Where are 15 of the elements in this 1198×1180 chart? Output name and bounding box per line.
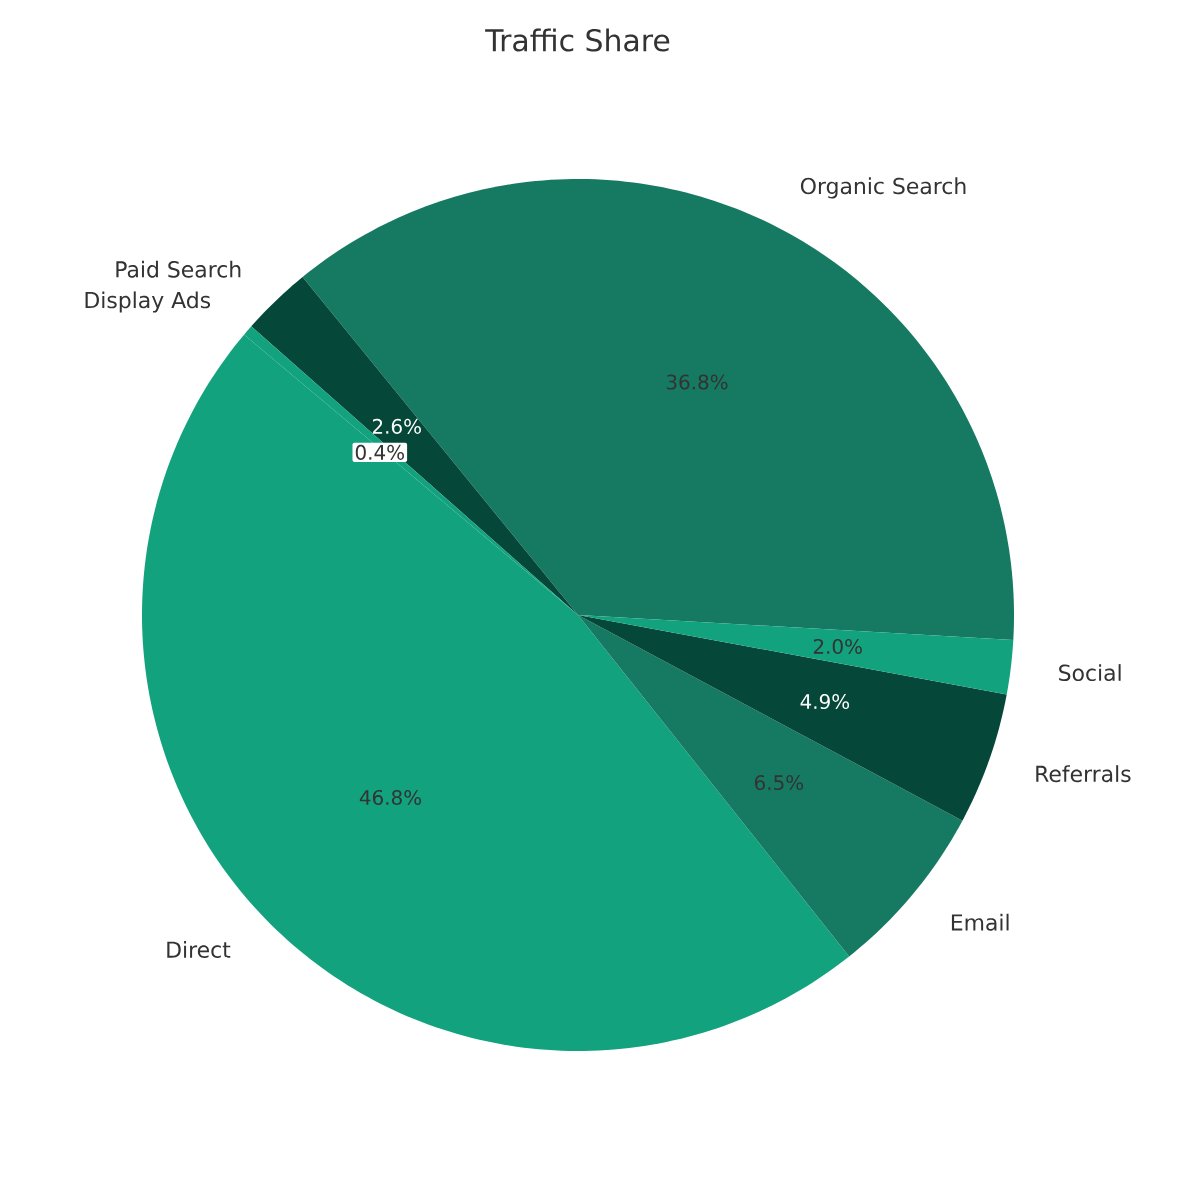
data-label: 36.8% xyxy=(666,374,728,390)
data-label: 2.6% xyxy=(372,418,421,434)
data-label: 0.4% xyxy=(355,444,404,460)
data-label: 2.0% xyxy=(813,638,862,654)
slice-label: Social xyxy=(1059,664,1121,682)
slice-label: Paid Search xyxy=(116,260,241,278)
slice-label: Display Ads xyxy=(85,291,211,313)
data-label: 46.8% xyxy=(359,789,422,805)
slice-label: Direct xyxy=(167,940,231,958)
data-label: 4.9% xyxy=(800,694,850,710)
data-label: 6.5% xyxy=(754,775,804,791)
chart-title: Traffic Share xyxy=(485,28,670,52)
slice-label: Email xyxy=(951,913,1009,931)
slice-label: Referrals xyxy=(1036,765,1131,783)
slice-label: Organic Search xyxy=(800,177,966,199)
